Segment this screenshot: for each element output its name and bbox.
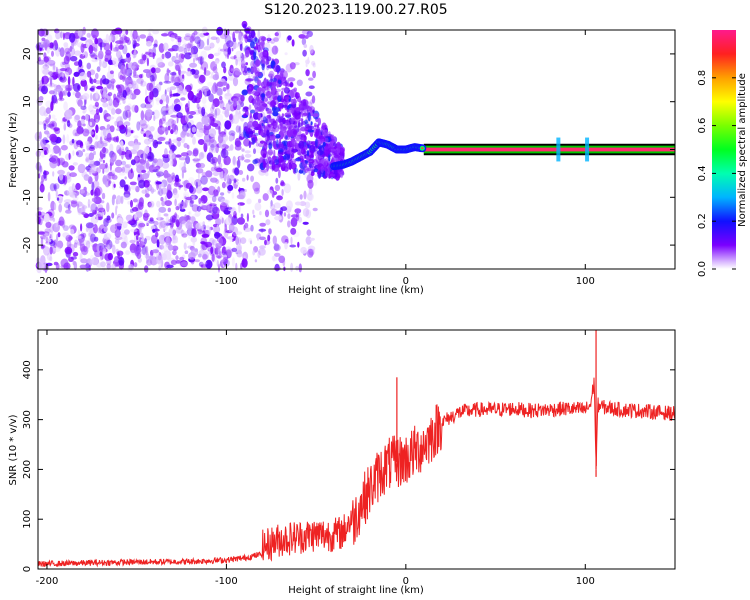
colorbar: 0.0 0.2 0.4 0.6 0.8 Normalized spectral ampl… bbox=[697, 30, 748, 277]
spectrogram-x-ticks: -200 -100 0 100 bbox=[36, 30, 595, 287]
spectrogram-x-tick-label: 0 bbox=[403, 276, 409, 287]
spectrogram-x-label: Height of straight line (km) bbox=[288, 285, 424, 296]
snr-y-ticks: 0 100 200 300 400 bbox=[22, 360, 675, 572]
figure-title: S120.2023.119.00.27.R05 bbox=[264, 2, 447, 18]
snr-y-tick-label: 400 bbox=[22, 360, 33, 379]
colorbar-ticks: 0.0 0.2 0.4 0.6 0.8 bbox=[697, 70, 736, 277]
snr-y-tick-label: 100 bbox=[22, 510, 33, 529]
spectrogram-x-tick-label: 100 bbox=[576, 276, 595, 287]
spectrogram-x-tick-label: -100 bbox=[215, 276, 238, 287]
snr-frame bbox=[37, 329, 676, 570]
snr-y-tick-label: 0 bbox=[22, 566, 33, 572]
snr-panel: -200 -100 0 100 0 100 200 300 400 Height of str… bbox=[8, 329, 676, 596]
spectrogram-y-label: Frequency (Hz) bbox=[8, 112, 19, 188]
snr-x-tick-label: 0 bbox=[403, 576, 409, 587]
colorbar-tick-label: 0.6 bbox=[697, 118, 708, 134]
spectrogram-cloud bbox=[34, 20, 346, 274]
snr-x-tick-label: -200 bbox=[36, 576, 59, 587]
snr-spikes bbox=[396, 330, 597, 477]
spectrogram-y-tick-label: 20 bbox=[22, 48, 33, 61]
snr-x-label: Height of straight line (km) bbox=[288, 585, 424, 596]
tone-track bbox=[330, 138, 427, 171]
spectrogram-x-tick-label: -200 bbox=[36, 276, 59, 287]
snr-x-tick-label: 100 bbox=[576, 576, 595, 587]
spectrogram-y-tick-label: 10 bbox=[22, 95, 33, 108]
spectrogram-y-tick-label: -10 bbox=[22, 189, 33, 205]
colorbar-label: Normalized spectral amplitude bbox=[737, 73, 748, 227]
colorbar-gradient bbox=[712, 30, 736, 269]
spectrogram-y-tick-label: -20 bbox=[22, 237, 33, 253]
colorbar-tick-label: 0.4 bbox=[697, 165, 708, 181]
snr-y-tick-label: 300 bbox=[22, 410, 33, 429]
snr-series-line bbox=[37, 377, 675, 568]
colorbar-tick-label: 0.8 bbox=[697, 70, 708, 86]
snr-x-tick-label: -100 bbox=[215, 576, 238, 587]
spectrogram-y-tick-label: 0 bbox=[22, 146, 33, 152]
spectrogram-y-ticks: -20 -10 0 10 20 bbox=[22, 48, 675, 253]
snr-x-ticks: -200 -100 0 100 bbox=[36, 330, 595, 587]
snr-y-label: SNR (10 * v/v) bbox=[8, 414, 19, 485]
snr-y-tick-label: 200 bbox=[22, 460, 33, 479]
colorbar-tick-label: 0.2 bbox=[697, 213, 708, 229]
colorbar-tick-label: 0.0 bbox=[697, 261, 708, 277]
tone-band bbox=[423, 137, 675, 162]
